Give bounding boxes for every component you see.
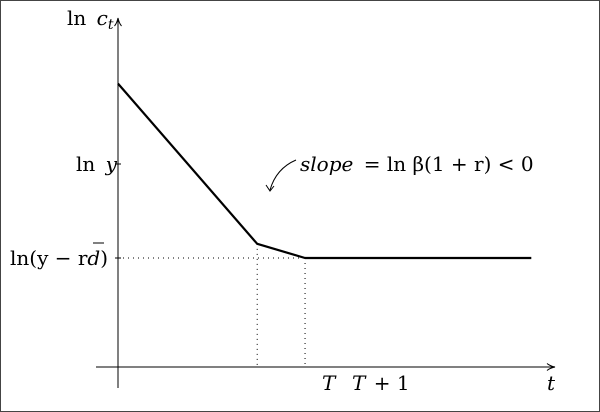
x-axis-arrowhead bbox=[546, 363, 556, 371]
y-axis-arrowhead bbox=[114, 17, 122, 27]
slope-annotation-arrow bbox=[269, 159, 297, 191]
consumption-path bbox=[117, 82, 532, 260]
axes bbox=[96, 17, 556, 388]
y-axis-label: ln ct bbox=[67, 6, 114, 33]
slope-annotation-arrowhead bbox=[265, 184, 275, 192]
y-tick-label-ln-y: ln y bbox=[76, 152, 118, 176]
slope-annotation: slope = ln β(1 + r) < 0 bbox=[300, 152, 534, 176]
y-tick-label-floor: ln(y − rd) bbox=[10, 246, 108, 270]
x-tick-label-T: T bbox=[322, 371, 337, 395]
x-tick-label-T-plus-1: T + 1 bbox=[352, 371, 410, 395]
x-axis-label: t bbox=[547, 371, 556, 395]
